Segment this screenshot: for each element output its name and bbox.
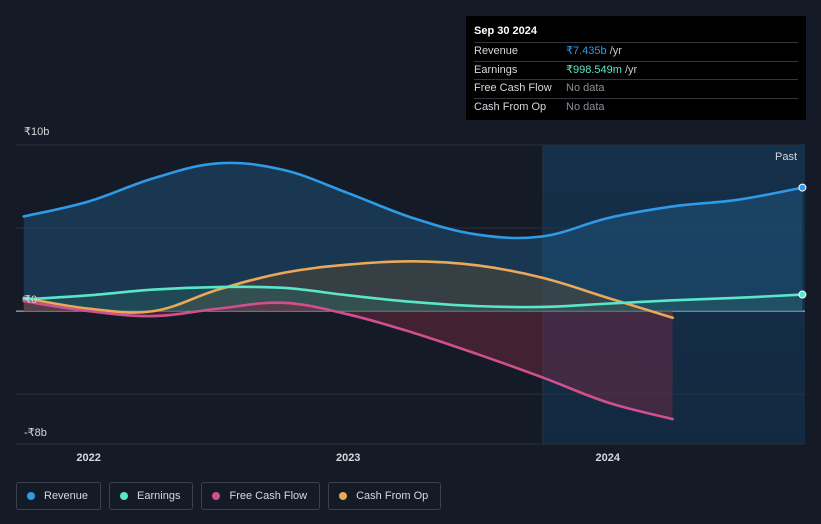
tooltip-row-revenue: Revenue ₹7.435b /yr (474, 42, 798, 61)
series-areas (23, 162, 803, 420)
tooltip-revenue-value: ₹7.435b (566, 45, 607, 57)
legend-label: Free Cash Flow (229, 490, 308, 502)
tooltip-unit: /yr (609, 45, 622, 57)
y-tick-label: -₹8b (24, 427, 47, 439)
legend-item-cash-from-op[interactable]: Cash From Op (328, 482, 442, 510)
tooltip-row-earnings: Earnings ₹998.549m /yr (474, 60, 798, 80)
tooltip-label: Free Cash Flow (474, 82, 552, 94)
tooltip-fcf-value: No data (566, 82, 605, 94)
axis-labels: ₹10b ₹0 -₹8b 2022 2023 2024 Past (24, 126, 797, 464)
revenue-end-point (798, 183, 807, 192)
cash-from-op-line (22, 259, 674, 320)
earnings-end-point (798, 290, 807, 299)
revenue-line (22, 161, 804, 240)
earnings-line (22, 285, 804, 309)
legend-item-earnings[interactable]: Earnings (109, 482, 194, 510)
earnings-area (23, 286, 803, 312)
free-cash-flow-dot-icon (212, 492, 221, 500)
free-cash-flow-area (23, 301, 673, 420)
tooltip-label: Revenue (474, 45, 519, 57)
tooltip: Sep 30 2024 Revenue ₹7.435b /yr Earnings… (466, 16, 806, 120)
free-cash-flow-line (22, 299, 674, 421)
earnings-dot-icon (120, 492, 129, 500)
tooltip-cfo-value: No data (566, 100, 605, 113)
tooltip-label: Cash From Op (474, 100, 547, 113)
tooltip-date: Sep 30 2024 (474, 25, 537, 37)
x-tick-label: 2022 (76, 452, 100, 464)
tooltip-row-cfo: Cash From Op No data (474, 97, 798, 117)
cash-from-op-area (23, 261, 673, 318)
legend-item-free-cash-flow[interactable]: Free Cash Flow (201, 482, 321, 510)
y-tick-label: ₹10b (24, 126, 49, 138)
tooltip-label: Earnings (474, 63, 518, 76)
x-tick-label: 2024 (596, 452, 621, 464)
revenue-dot-icon (27, 492, 35, 500)
tooltip-unit: /yr (625, 63, 638, 76)
legend-item-revenue[interactable]: Revenue (16, 482, 102, 510)
legend: Revenue Earnings Free Cash Flow Cash Fro… (16, 482, 442, 510)
tooltip-row-fcf: Free Cash Flow No data (474, 79, 798, 98)
series-lines (22, 161, 807, 421)
x-tick-label: 2023 (336, 452, 360, 464)
cash-from-op-dot-icon (339, 492, 348, 500)
tooltip-earnings-value: ₹998.549m (566, 63, 622, 76)
legend-label: Cash From Op (356, 490, 429, 502)
past-label: Past (775, 151, 797, 163)
revenue-area (23, 162, 803, 312)
legend-label: Revenue (44, 490, 89, 502)
y-tick-label: ₹0 (24, 294, 37, 306)
legend-label: Earnings (137, 490, 181, 502)
